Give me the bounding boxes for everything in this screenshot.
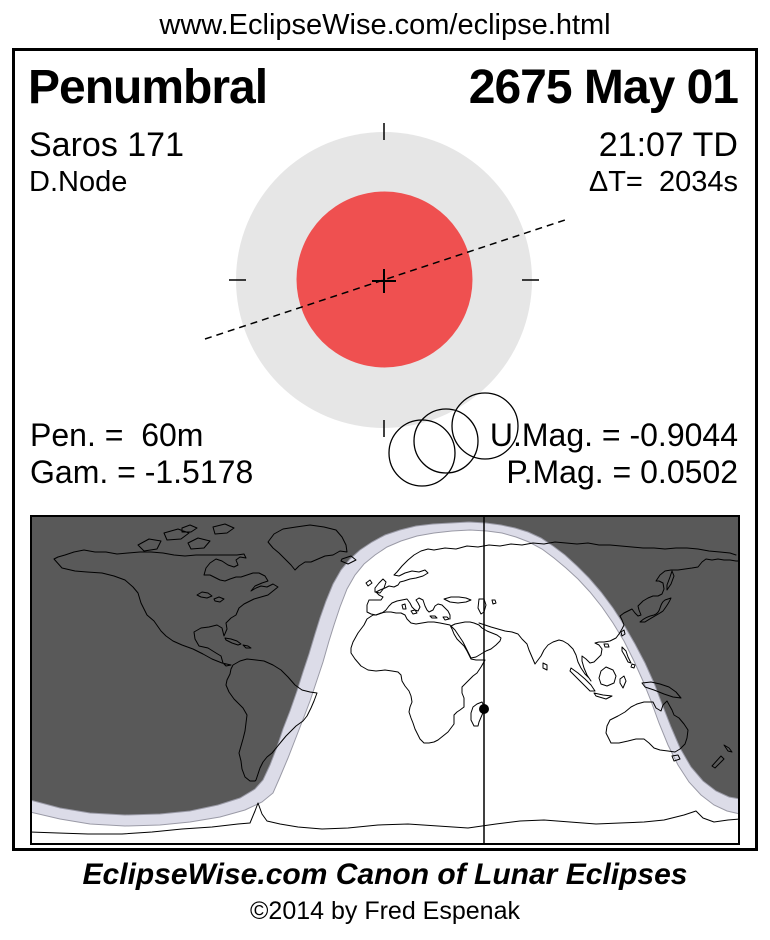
node-label: D.Node [29,166,128,198]
coastline-africa [350,611,486,744]
penumbral-magnitude-label: P.Mag. = 0.0502 [506,454,738,490]
coastline-north-america [53,549,279,667]
penumbra-circle [236,132,532,428]
coastline-asia [478,558,740,682]
coastline-black-sea [443,596,472,604]
coastline-new-zealand [711,744,733,769]
coastline-siberia-arctic [433,541,737,556]
ecliptic-line [204,218,569,340]
coastlines [30,523,740,835]
moon-circle-p1 [388,419,456,487]
coastline-caribbean [224,637,252,649]
gamma-label: Gam. = -1.5178 [30,454,254,490]
footer-copyright: ©2014 by Fred Espenak [250,897,520,925]
coastline-east-asia-islands [542,629,636,671]
coastline-mediterranean-islands [401,603,450,621]
greatest-eclipse-zenith-dot [479,704,489,714]
visibility-map [30,515,740,845]
penumbral-duration-label: Pen. = 60m [30,417,204,453]
shadow-center-cross [372,269,396,293]
coastline-greenland [267,524,348,571]
page-title-url: www.EclipseWise.com/eclipse.html [159,9,611,41]
map-border [30,515,740,845]
map-region-visible [30,529,740,845]
time-label: 21:07 TD [598,126,738,164]
footer-title: EclipseWise.com Canon of Lunar Eclipses [82,858,688,891]
coastline-europe [366,548,451,620]
coastline-great-lakes [196,591,225,603]
coastline-south-america [225,658,318,782]
umbra-circle [296,191,473,368]
cardinal-ticks [229,123,539,437]
coastline-australia [605,700,689,762]
coastline-indonesia [569,666,682,700]
moon-circle-greatest [413,408,479,474]
coastline-arctic-islands [137,523,357,565]
coastline-japan [639,570,675,623]
coastline-british-isles [365,578,387,594]
eclipse-date-label: 2675 May 01 [468,61,739,114]
coastline-antarctica [30,802,740,835]
umbral-magnitude-label: U.Mag. = -0.9044 [489,417,738,453]
eclipse-card: Penumbral 2675 May 01 Saros 171 21:07 TD… [12,48,758,851]
saros-label: Saros 171 [29,126,184,164]
eclipse-type-label: Penumbral [28,61,268,114]
coastline-arabia [450,621,502,659]
delta-t-label: ΔT= 2034s [588,166,738,198]
